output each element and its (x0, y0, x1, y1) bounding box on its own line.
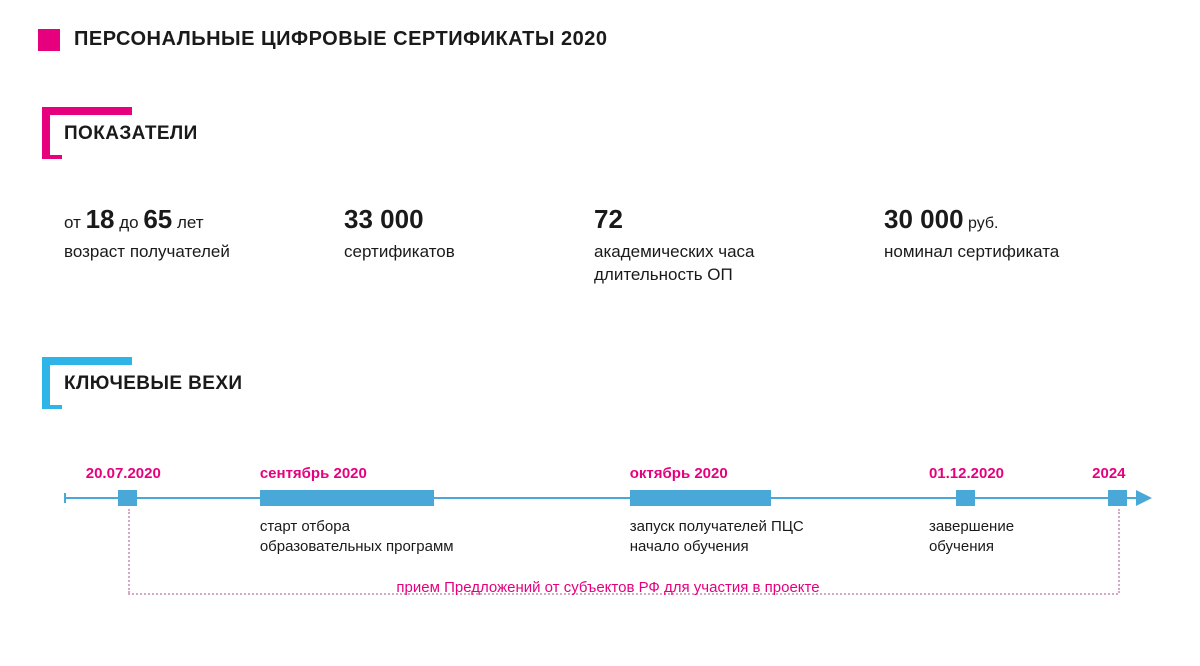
indicator-value: 33 000 (344, 203, 594, 237)
indicator-label: номинал сертификата (884, 241, 1144, 264)
section-title-indicators: ПОКАЗАТЕЛИ (64, 123, 198, 145)
bracket-top (42, 357, 132, 365)
timeline-inner: 20.07.2020 сентябрь 2020 старт отбора обра… (64, 459, 1152, 639)
timeline-marker (630, 490, 771, 506)
timeline-marker (956, 490, 974, 506)
timeline-date-label: 20.07.2020 (86, 465, 161, 482)
timeline-desc: завершение обучения (929, 517, 1014, 558)
timeline-desc: старт отбора образовательных программ (260, 517, 454, 558)
indicator-label: сертификатов (344, 241, 594, 264)
indicators-row: от 18 до 65 лет возраст получателей 33 0… (38, 203, 1162, 287)
text: лет (172, 213, 203, 232)
timeline-marker (118, 490, 136, 506)
indicator-age: от 18 до 65 лет возраст получателей (64, 203, 344, 287)
timeline-marker (1108, 490, 1126, 506)
indicator-certs: 33 000 сертификатов (344, 203, 594, 287)
timeline-date-label: октябрь 2020 (630, 465, 728, 482)
indicator-hours: 72 академических часа длительность ОП (594, 203, 884, 287)
timeline: 20.07.2020 сентябрь 2020 старт отбора обра… (38, 459, 1162, 639)
timeline-date-label: 01.12.2020 (929, 465, 1004, 482)
text: до (115, 213, 144, 232)
timeline-date-label: 2024 (1092, 465, 1125, 482)
timeline-span-label: прием Предложений от субъектов РФ для уч… (64, 579, 1152, 596)
indicator-nominal: 30 000 руб. номинал сертификата (884, 203, 1144, 287)
text: 72 (594, 204, 623, 234)
indicator-value: 30 000 руб. (884, 203, 1144, 237)
page-title-row: ПЕРСОНАЛЬНЫЕ ЦИФРОВЫЕ СЕРТИФИКАТЫ 2020 (38, 28, 1162, 51)
section-heading-milestones: КЛЮЧЕВЫЕ ВЕХИ (38, 357, 1162, 413)
bracket-side (42, 107, 50, 157)
text: от (64, 213, 86, 232)
bracket-bottom (42, 155, 62, 159)
timeline-axis (64, 497, 1138, 499)
bracket-bottom (42, 405, 62, 409)
bracket-top (42, 107, 132, 115)
bracket-side (42, 357, 50, 407)
timeline-marker (260, 490, 434, 506)
title-square-icon (38, 29, 60, 51)
text: 65 (143, 204, 172, 234)
indicator-value: 72 (594, 203, 884, 237)
indicator-label: академических часа длительность ОП (594, 241, 884, 287)
timeline-date-label: сентябрь 2020 (260, 465, 367, 482)
text: 33 000 (344, 204, 424, 234)
timeline-arrow-icon (1136, 490, 1152, 506)
indicator-value: от 18 до 65 лет (64, 203, 344, 237)
text: руб. (964, 215, 999, 232)
text: 18 (86, 204, 115, 234)
indicator-label: возраст получателей (64, 241, 344, 264)
page-title: ПЕРСОНАЛЬНЫЕ ЦИФРОВЫЕ СЕРТИФИКАТЫ 2020 (74, 28, 608, 51)
section-title-milestones: КЛЮЧЕВЫЕ ВЕХИ (64, 373, 243, 395)
text: 30 000 (884, 204, 964, 234)
section-heading-indicators: ПОКАЗАТЕЛИ (38, 107, 1162, 163)
timeline-tick (64, 493, 66, 503)
timeline-desc: запуск получателей ПЦС начало обучения (630, 517, 804, 558)
